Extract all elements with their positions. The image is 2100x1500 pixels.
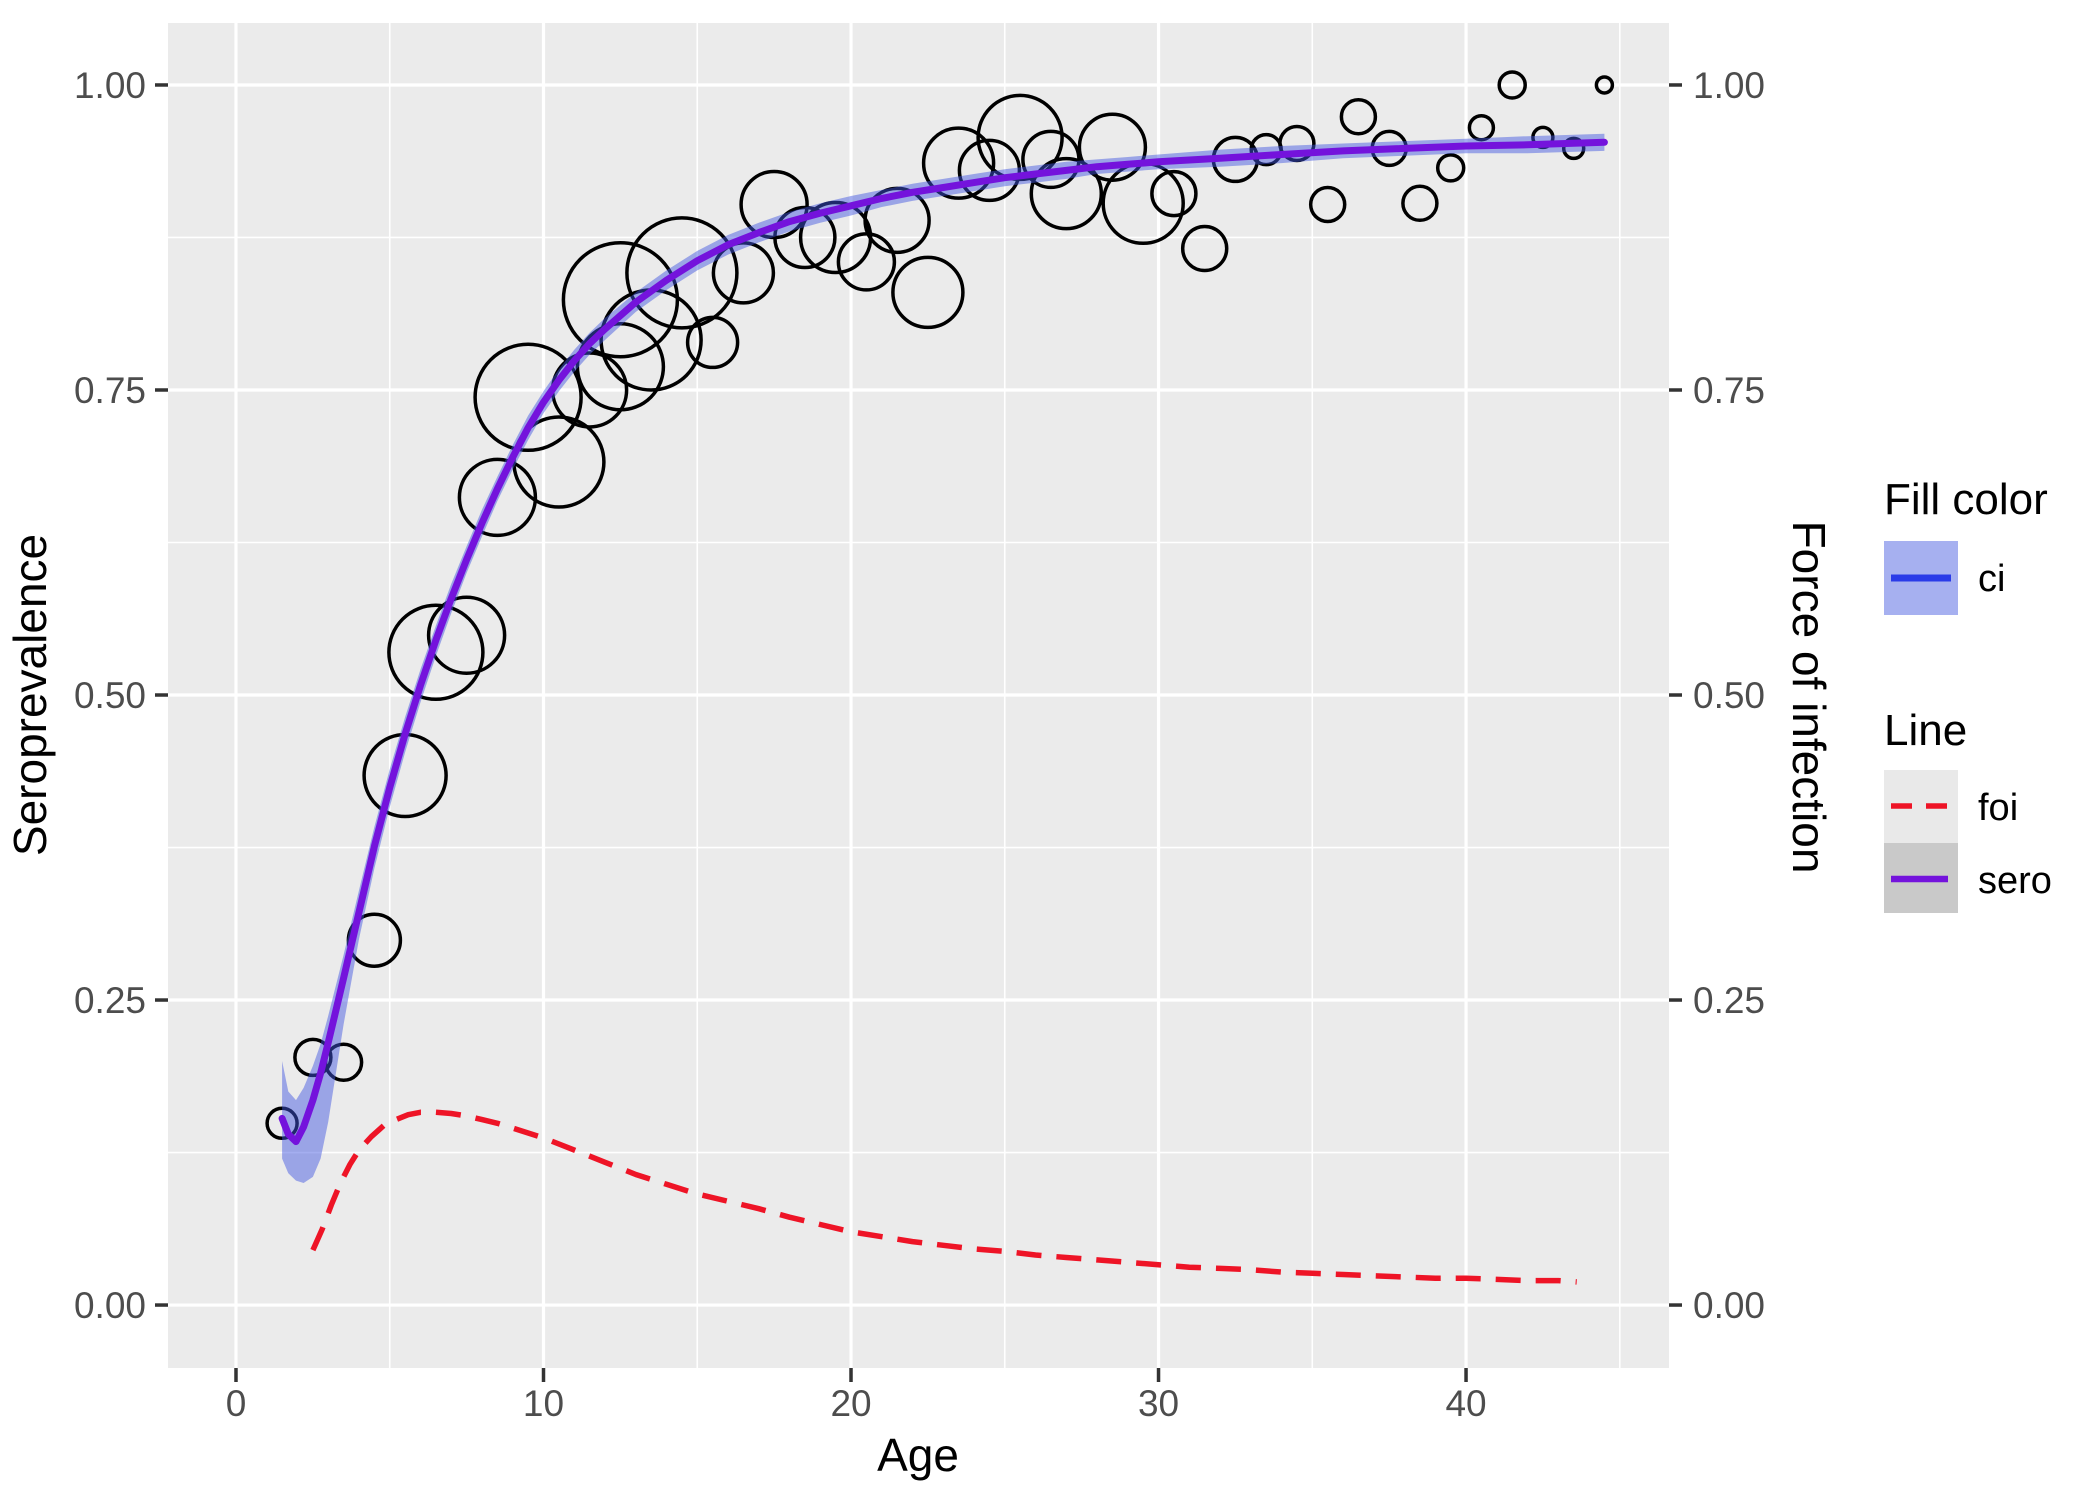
legend: Fill color ci Line foi sero <box>1884 475 2052 913</box>
legend-label-ci: ci <box>1978 558 2005 600</box>
bubble-point <box>1594 75 1615 95</box>
bubble-point <box>1467 113 1496 142</box>
bubble-point <box>1029 156 1104 231</box>
foi-line <box>310 1109 1577 1285</box>
bubble-point <box>921 126 996 200</box>
bubble-point <box>1278 124 1316 163</box>
bubble-point <box>1497 70 1527 100</box>
bubble-point <box>1308 185 1347 224</box>
chart-series-layer <box>265 70 1615 1285</box>
x-tick-label: 40 <box>1445 1383 1486 1424</box>
x-tick-label: 30 <box>1138 1383 1179 1424</box>
bubble-point <box>711 241 776 305</box>
x-tick-label: 20 <box>830 1383 871 1424</box>
y-tick-label-right: 0.75 <box>1693 370 1765 411</box>
legend-label-sero: sero <box>1978 860 2052 902</box>
y-tick-label-right: 1.00 <box>1693 65 1765 106</box>
bubble-point <box>1435 153 1466 183</box>
bubble-point <box>863 186 931 255</box>
bubble-point <box>976 93 1064 182</box>
bubble-point <box>1180 224 1229 273</box>
y-axis-title-left: Seroprevalence <box>4 534 56 856</box>
y-tick-label-left: 0.00 <box>74 1285 146 1326</box>
y-tick-label-right: 0.50 <box>1693 675 1765 716</box>
bubble-point <box>561 240 680 359</box>
bubble-point <box>426 595 507 675</box>
bubble-point <box>957 138 1022 203</box>
bubble-point <box>387 603 485 702</box>
y-axis-title-right: Force of infection <box>1783 521 1835 874</box>
x-axis-title: Age <box>877 1429 959 1481</box>
bubble-point <box>293 1037 333 1078</box>
bubble-point <box>625 216 739 330</box>
x-tick-label: 0 <box>226 1383 247 1424</box>
bubble-point <box>891 255 965 330</box>
y-tick-label-right: 0.25 <box>1693 980 1765 1021</box>
bubble-point <box>1150 169 1198 218</box>
y-tick-label-left: 0.25 <box>74 980 146 1021</box>
bubble-point <box>346 912 403 968</box>
y-tick-label-left: 0.75 <box>74 370 146 411</box>
bubble-point <box>265 1106 299 1141</box>
legend-label-foi: foi <box>1978 787 2018 829</box>
bubble-point <box>473 342 583 453</box>
bubble-point <box>575 322 666 412</box>
legend-line-title: Line <box>1884 706 1967 755</box>
bubble-point <box>685 315 740 370</box>
sero-line <box>278 138 1608 1146</box>
bubble-point <box>1339 97 1378 136</box>
x-tick-label: 10 <box>523 1383 564 1424</box>
legend-fill-title: Fill color <box>1884 475 2048 524</box>
plot-panel-layer: 0 10 20 30 40 0.00 0.00 0.25 0.25 0.50 0.50 0.75 0.7… <box>74 23 1765 1424</box>
bubble-point <box>1561 136 1586 161</box>
bubble-point <box>773 205 837 270</box>
bubble-point <box>1401 184 1439 223</box>
y-tick-label-left: 1.00 <box>74 65 146 106</box>
y-tick-label-left: 0.50 <box>74 675 146 716</box>
bubble-point <box>457 457 538 538</box>
y-tick-label-right: 0.00 <box>1693 1285 1765 1326</box>
